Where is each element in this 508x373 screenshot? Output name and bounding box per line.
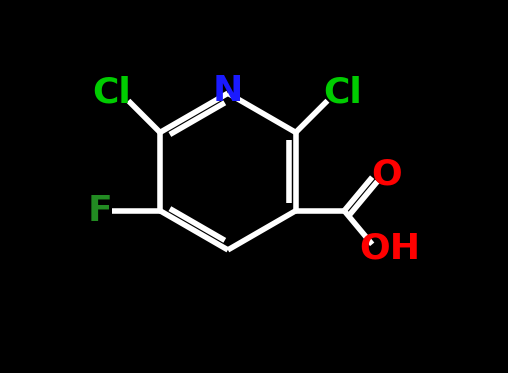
Text: F: F: [88, 194, 113, 228]
Text: Cl: Cl: [92, 75, 131, 110]
Text: OH: OH: [360, 231, 421, 265]
Text: O: O: [371, 157, 402, 191]
Text: N: N: [213, 74, 243, 109]
Text: Cl: Cl: [324, 75, 363, 110]
